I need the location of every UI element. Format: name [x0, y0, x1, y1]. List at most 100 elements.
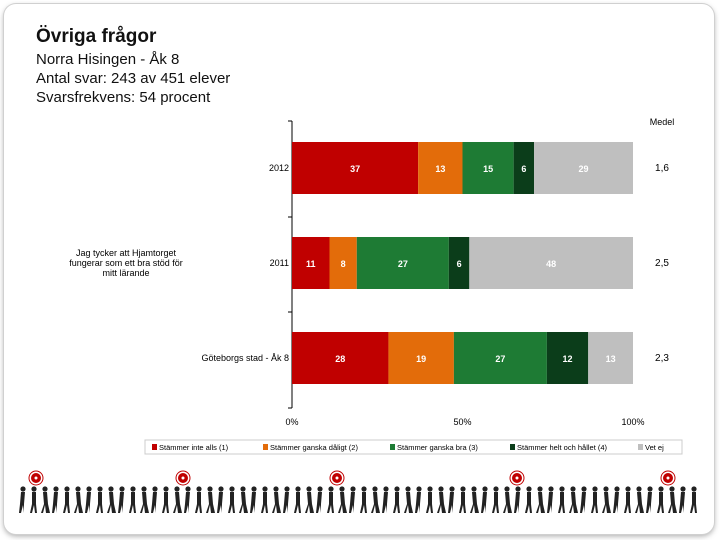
- data-label: 27: [398, 259, 408, 269]
- data-label: 48: [546, 259, 556, 269]
- people-silhouette-icon: [481, 486, 488, 513]
- people-silhouette-icon: [162, 486, 169, 513]
- people-silhouette-icon: [195, 486, 202, 513]
- people-silhouette-icon: [63, 486, 70, 513]
- people-silhouette-icon: [591, 486, 598, 513]
- data-label: 11: [306, 259, 316, 269]
- people-silhouette-icon: [602, 486, 611, 513]
- people-silhouette-icon: [272, 486, 281, 513]
- people-silhouette-icon: [52, 486, 59, 513]
- data-label: 12: [563, 354, 573, 364]
- people-silhouette-icon: [415, 486, 422, 513]
- x-tick-label: 0%: [285, 417, 298, 427]
- people-silhouette-icon: [514, 486, 521, 513]
- people-silhouette-icon: [492, 486, 499, 513]
- target-marker-icon: [175, 470, 191, 486]
- legend-label: Stämmer inte alls (1): [159, 443, 229, 452]
- people-silhouette-icon: [569, 486, 578, 513]
- bar-segment: [356, 237, 449, 289]
- people-silhouette-icon: [360, 486, 367, 513]
- mean-value: 2,5: [655, 258, 669, 269]
- data-label: 6: [521, 164, 526, 174]
- target-marker-icon: [509, 470, 525, 486]
- people-silhouette-icon: [41, 486, 50, 513]
- bar-segment: [588, 332, 633, 384]
- subtitle-school: Norra Hisingen - Åk 8: [36, 51, 180, 68]
- people-silhouette-icon: [657, 486, 664, 513]
- people-silhouette-icon: [349, 486, 356, 513]
- people-silhouette-icon: [646, 486, 653, 513]
- category-label: 2012: [269, 163, 289, 173]
- people-silhouette-icon: [151, 486, 158, 513]
- people-silhouette-icon: [448, 486, 455, 513]
- people-silhouette-icon: [558, 486, 565, 513]
- legend-box: [144, 439, 683, 455]
- data-label: 15: [483, 164, 493, 174]
- legend-swatch: [638, 444, 643, 450]
- people-silhouette-icon: [525, 486, 532, 513]
- people-silhouette-icon: [261, 486, 268, 513]
- people-silhouette-icon: [96, 486, 103, 513]
- people-silhouette-icon: [679, 486, 686, 513]
- people-silhouette-icon: [613, 486, 620, 513]
- mean-value: 2,3: [655, 353, 669, 364]
- people-silhouette-icon: [217, 486, 224, 513]
- bar-segment: [453, 332, 547, 384]
- data-label: 29: [579, 164, 589, 174]
- people-silhouette-icon: [283, 486, 290, 513]
- bar-segment: [534, 142, 633, 194]
- bar-segment: [329, 237, 357, 289]
- people-silhouette-icon: [503, 486, 512, 513]
- bar-segment: [388, 332, 454, 384]
- legend-label: Stämmer ganska dåligt (2): [270, 443, 358, 452]
- question-label: fungerar som ett bra stöd för: [69, 258, 183, 268]
- people-silhouette-icon: [118, 486, 125, 513]
- mean-value: 1,6: [655, 163, 669, 174]
- target-marker-icon: [329, 470, 345, 486]
- people-silhouette-icon: [140, 486, 149, 513]
- legend-swatch: [510, 444, 515, 450]
- subtitle-responses: Antal svar: 243 av 451 elever: [36, 70, 231, 87]
- people-silhouette-icon: [316, 486, 323, 513]
- bar-segment: [292, 332, 389, 384]
- people-silhouette-icon: [547, 486, 554, 513]
- people-silhouette-icon: [338, 486, 347, 513]
- question-label: Jag tycker att Hjamtorget: [76, 248, 177, 258]
- data-label: 37: [350, 164, 360, 174]
- people-silhouette-icon: [393, 486, 400, 513]
- data-label: 6: [457, 259, 462, 269]
- people-silhouette-icon: [327, 486, 334, 513]
- slide: Övriga frågor Norra Hisingen - Åk 8 Anta…: [4, 4, 714, 534]
- page-title: Övriga frågor: [36, 26, 157, 47]
- people-silhouette-icon: [294, 486, 301, 513]
- people-silhouette-icon: [536, 486, 545, 513]
- legend-swatch: [152, 444, 157, 450]
- target-marker-icon: [28, 470, 44, 486]
- people-silhouette-icon: [635, 486, 644, 513]
- bar-segment: [448, 237, 470, 289]
- mean-header: Medel: [650, 117, 675, 127]
- people-silhouette-icon: [580, 486, 587, 513]
- data-label: 8: [341, 259, 346, 269]
- people-silhouette-icon: [668, 486, 677, 513]
- people-silhouette-icon: [184, 486, 191, 513]
- legend-swatch: [390, 444, 395, 450]
- bar-segment: [292, 142, 419, 194]
- people-silhouette-icon: [305, 486, 314, 513]
- bar-segment: [546, 332, 589, 384]
- question-label: mitt lärande: [102, 268, 149, 278]
- people-silhouette-icon: [382, 486, 389, 513]
- legend-label: Stämmer helt och hållet (4): [517, 443, 608, 452]
- bar-segment: [462, 142, 514, 194]
- people-silhouette-icon: [690, 486, 697, 513]
- legend-label: Vet ej: [645, 443, 664, 452]
- people-silhouette-icon: [107, 486, 116, 513]
- people-silhouette-icon: [371, 486, 380, 513]
- people-silhouette-icon: [459, 486, 466, 513]
- bar-segment: [513, 142, 535, 194]
- people-silhouette-icon: [85, 486, 92, 513]
- category-label: 2011: [270, 258, 289, 268]
- bar-segment: [469, 237, 633, 289]
- people-silhouette-icon: [30, 486, 37, 513]
